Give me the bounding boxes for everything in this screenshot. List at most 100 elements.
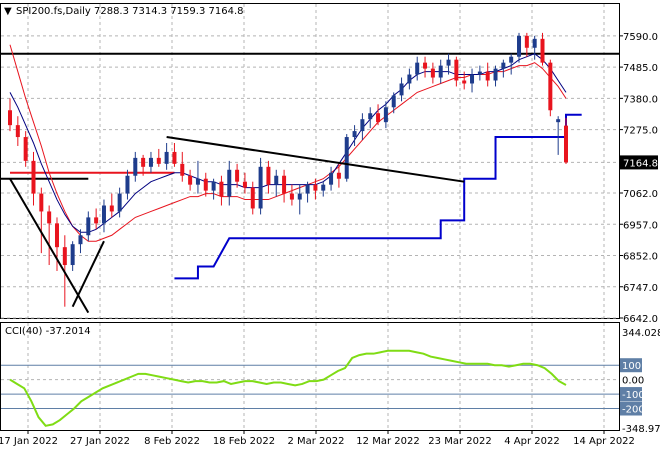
ma-black-curve (9, 53, 567, 233)
candle-body (556, 119, 561, 123)
collapse-arrow-icon[interactable]: ▼ (4, 6, 12, 17)
candle-body (148, 157, 153, 167)
price-tick-label: 6747.0 (623, 283, 658, 294)
candle-body (407, 74, 412, 84)
price-tick-label: 7485.0 (623, 63, 658, 74)
time-tick-label: 18 Feb 2022 (213, 436, 275, 447)
candle-body (524, 35, 529, 48)
candle-body (164, 151, 169, 164)
candle-body (266, 166, 271, 185)
trend-lines (9, 136, 465, 314)
candle-body (509, 56, 514, 63)
chart-symbol-header: SPI200.fs,Daily 7288.3 7314.3 7159.3 716… (16, 6, 243, 17)
cci-tick-label: 344.0283 (622, 328, 660, 339)
cci-line (9, 349, 567, 427)
candle-body (485, 71, 490, 81)
candle-body (227, 169, 232, 197)
candle-body (297, 193, 302, 200)
candle-body (195, 178, 200, 185)
candle-body (172, 151, 177, 164)
candle-body (203, 178, 208, 191)
price-tick-label: 7275.0 (623, 126, 658, 137)
moving-average-red (9, 44, 567, 242)
price-tick-label: 6642.0 (623, 314, 658, 325)
candle-body (180, 163, 185, 176)
candle-body (101, 205, 106, 224)
candle-body (54, 223, 59, 248)
candle-body (109, 205, 114, 212)
candle-body (47, 211, 52, 224)
price-axis: 7590.0 7485.0 7380.0 7275.0 7164.8 7062.0 6957… (619, 32, 658, 325)
candle-body (15, 125, 20, 138)
cci-level-label: 100 (622, 361, 641, 372)
candle-body (39, 193, 44, 212)
candle-body (368, 113, 373, 120)
chart-grid (1, 4, 619, 430)
trend-line (71, 240, 105, 308)
candle-body (70, 244, 75, 266)
time-tick-label: 12 Mar 2022 (356, 436, 419, 447)
cci-tick-label: -348.978 (622, 424, 660, 435)
candle-body (493, 68, 498, 81)
candle-body (117, 193, 122, 212)
cci-level-tag (620, 387, 642, 402)
time-tick-label: 2 Mar 2022 (287, 436, 344, 447)
price-tick-label: 7062.0 (623, 189, 658, 200)
cci-panel-frame (0, 322, 620, 431)
cci-level-tag (620, 401, 642, 416)
candle-body (501, 62, 506, 69)
candle-body (360, 119, 365, 132)
candle-body (289, 193, 294, 200)
candle-body (188, 175, 193, 185)
candle-body (446, 59, 451, 66)
candle-body (430, 68, 435, 78)
price-candles[interactable] (8, 32, 568, 307)
time-tick-label: 8 Feb 2022 (144, 436, 200, 447)
price-tick-label: 6852.0 (623, 252, 658, 263)
candle-body (219, 181, 224, 197)
candle-body (94, 217, 99, 224)
candle-body (305, 184, 310, 194)
candle-body (133, 157, 138, 176)
time-tick-label: 17 Jan 2022 (0, 436, 58, 447)
candle-body (31, 160, 36, 194)
cci-panel-title: CCI(40) -37.2014 (5, 326, 91, 337)
time-tick-label: 4 Apr 2022 (504, 436, 559, 447)
horizontal-lines (1, 52, 619, 180)
candle-body (86, 217, 91, 236)
cci-level-label: -100 (622, 390, 645, 401)
candle-body (156, 157, 161, 164)
candle-body (517, 35, 522, 57)
candle-body (258, 166, 263, 209)
cci-curve (9, 349, 567, 427)
time-axis: 17 Jan 2022 27 Jan 2022 8 Feb 2022 18 Feb 2… (0, 430, 635, 447)
cci-level-label: -200 (622, 405, 645, 416)
ma-red-curve (9, 44, 567, 242)
current-price-label: 7164.8 (623, 158, 658, 169)
candle-body (321, 184, 326, 191)
candle-body (313, 184, 318, 191)
candle-body (141, 157, 146, 167)
candle-body (454, 59, 459, 81)
time-tick-label: 23 Mar 2022 (428, 436, 491, 447)
candle-body (540, 38, 545, 63)
candle-body (282, 175, 287, 194)
candle-body (125, 175, 130, 194)
candle-body (470, 74, 475, 84)
cci-level-lines (1, 364, 619, 410)
candle-body (329, 172, 334, 185)
cci-axis: 344.0283 100 0.00 -100 -200 -348.978 (620, 328, 660, 435)
candle-body (477, 71, 482, 75)
cci-level-tag (620, 358, 642, 373)
blue-support-path (174, 113, 582, 280)
trend-line (9, 178, 90, 314)
candle-body (399, 83, 404, 96)
candle-body (62, 247, 67, 266)
candle-body (211, 181, 216, 191)
candle-body (352, 131, 357, 138)
candle-body (23, 137, 28, 161)
candle-body (564, 125, 568, 163)
candle-body (242, 181, 247, 188)
candle-body (462, 80, 467, 84)
